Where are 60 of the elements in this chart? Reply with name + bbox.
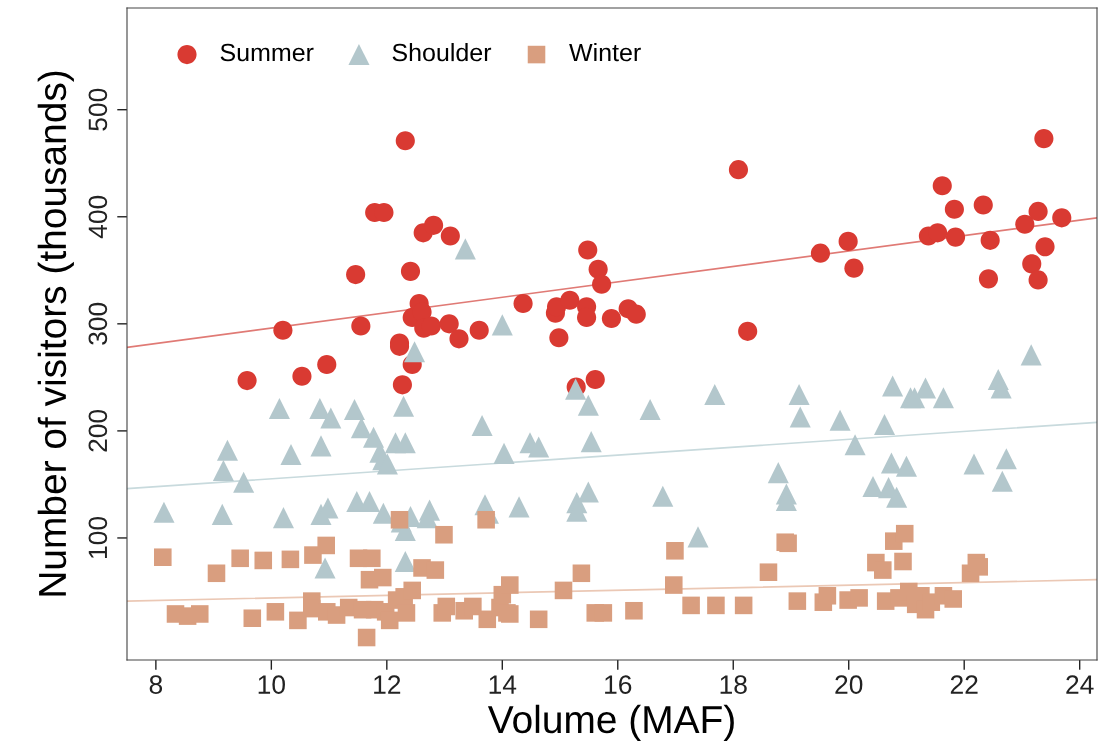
point: [346, 265, 366, 285]
point: [928, 223, 948, 243]
x-axis-title: Volume (MAF): [487, 704, 734, 741]
point: [273, 320, 293, 340]
x-tick-label: 24: [1066, 675, 1094, 694]
point: [738, 321, 758, 341]
point: [1034, 129, 1054, 149]
point: [449, 329, 469, 349]
point: [810, 243, 831, 263]
point: [395, 131, 415, 151]
legend-label: Summer: [220, 43, 314, 62]
point: [932, 176, 952, 196]
point: [578, 240, 598, 260]
point: [973, 195, 993, 215]
y-tick-label: 100: [88, 516, 108, 558]
point: [1022, 254, 1042, 274]
y-tick-label: 500: [88, 88, 108, 131]
legend-label: Shoulder: [392, 43, 492, 62]
point: [1028, 201, 1048, 221]
x-tick-label: 22: [950, 675, 978, 694]
point: [237, 371, 257, 391]
point: [728, 160, 749, 180]
x-tick-label: 10: [258, 675, 285, 694]
point: [838, 231, 858, 251]
point: [392, 375, 412, 395]
point: [1015, 214, 1035, 234]
point: [424, 215, 444, 235]
point: [844, 258, 864, 278]
point: [1052, 208, 1072, 228]
point: [400, 261, 421, 281]
x-tick-label: 14: [489, 675, 517, 694]
point: [439, 314, 459, 334]
point: [1035, 237, 1055, 257]
point: [469, 320, 489, 340]
x-tick-label: 8: [149, 675, 163, 694]
x-tick-label: 16: [605, 675, 632, 694]
point: [626, 304, 646, 324]
point: [980, 230, 1000, 250]
y-tick-label: 300: [88, 302, 108, 345]
point: [560, 290, 580, 310]
point: [351, 316, 371, 336]
point: [549, 328, 569, 348]
point: [513, 293, 533, 314]
legend-label: Winter: [569, 43, 641, 62]
point: [292, 366, 312, 386]
y-tick-label: 400: [88, 195, 108, 239]
x-tick-label: 18: [720, 675, 747, 694]
point: [944, 199, 964, 219]
x-tick-label: 20: [835, 675, 863, 694]
point: [978, 269, 999, 289]
point: [440, 226, 460, 246]
point: [945, 227, 966, 247]
point: [317, 354, 337, 375]
point: [585, 369, 605, 390]
point: [1028, 270, 1048, 290]
y-axis-title: Number of visitors (thousands): [37, 71, 74, 596]
y-tick-label: 200: [88, 409, 108, 452]
point: [601, 308, 621, 329]
point: [592, 274, 612, 294]
x-tick-label: 12: [374, 675, 401, 694]
